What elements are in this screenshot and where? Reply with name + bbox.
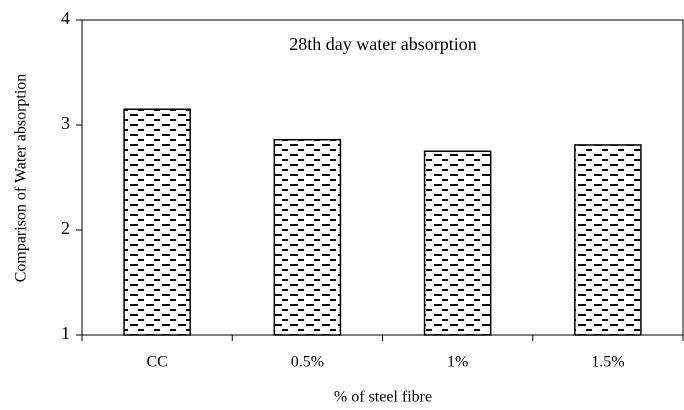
chart-title: 28th day water absorption bbox=[289, 34, 476, 54]
x-tick-label: CC bbox=[146, 354, 167, 371]
x-tick-label: 0.5% bbox=[291, 354, 324, 371]
x-tick-label: 1% bbox=[447, 354, 468, 371]
y-tick-label: 2 bbox=[61, 218, 70, 238]
y-tick-label: 1 bbox=[61, 323, 70, 343]
bar bbox=[574, 144, 642, 336]
y-tick-label: 3 bbox=[61, 113, 70, 133]
y-axis-label: Comparison of Water absorption bbox=[13, 74, 30, 283]
x-tick-label: 1.5% bbox=[591, 354, 624, 371]
bar bbox=[123, 108, 191, 336]
y-tick-label: 4 bbox=[61, 8, 70, 28]
x-axis-label: % of steel fibre bbox=[334, 389, 432, 406]
bar bbox=[273, 138, 342, 336]
bar bbox=[423, 150, 492, 336]
